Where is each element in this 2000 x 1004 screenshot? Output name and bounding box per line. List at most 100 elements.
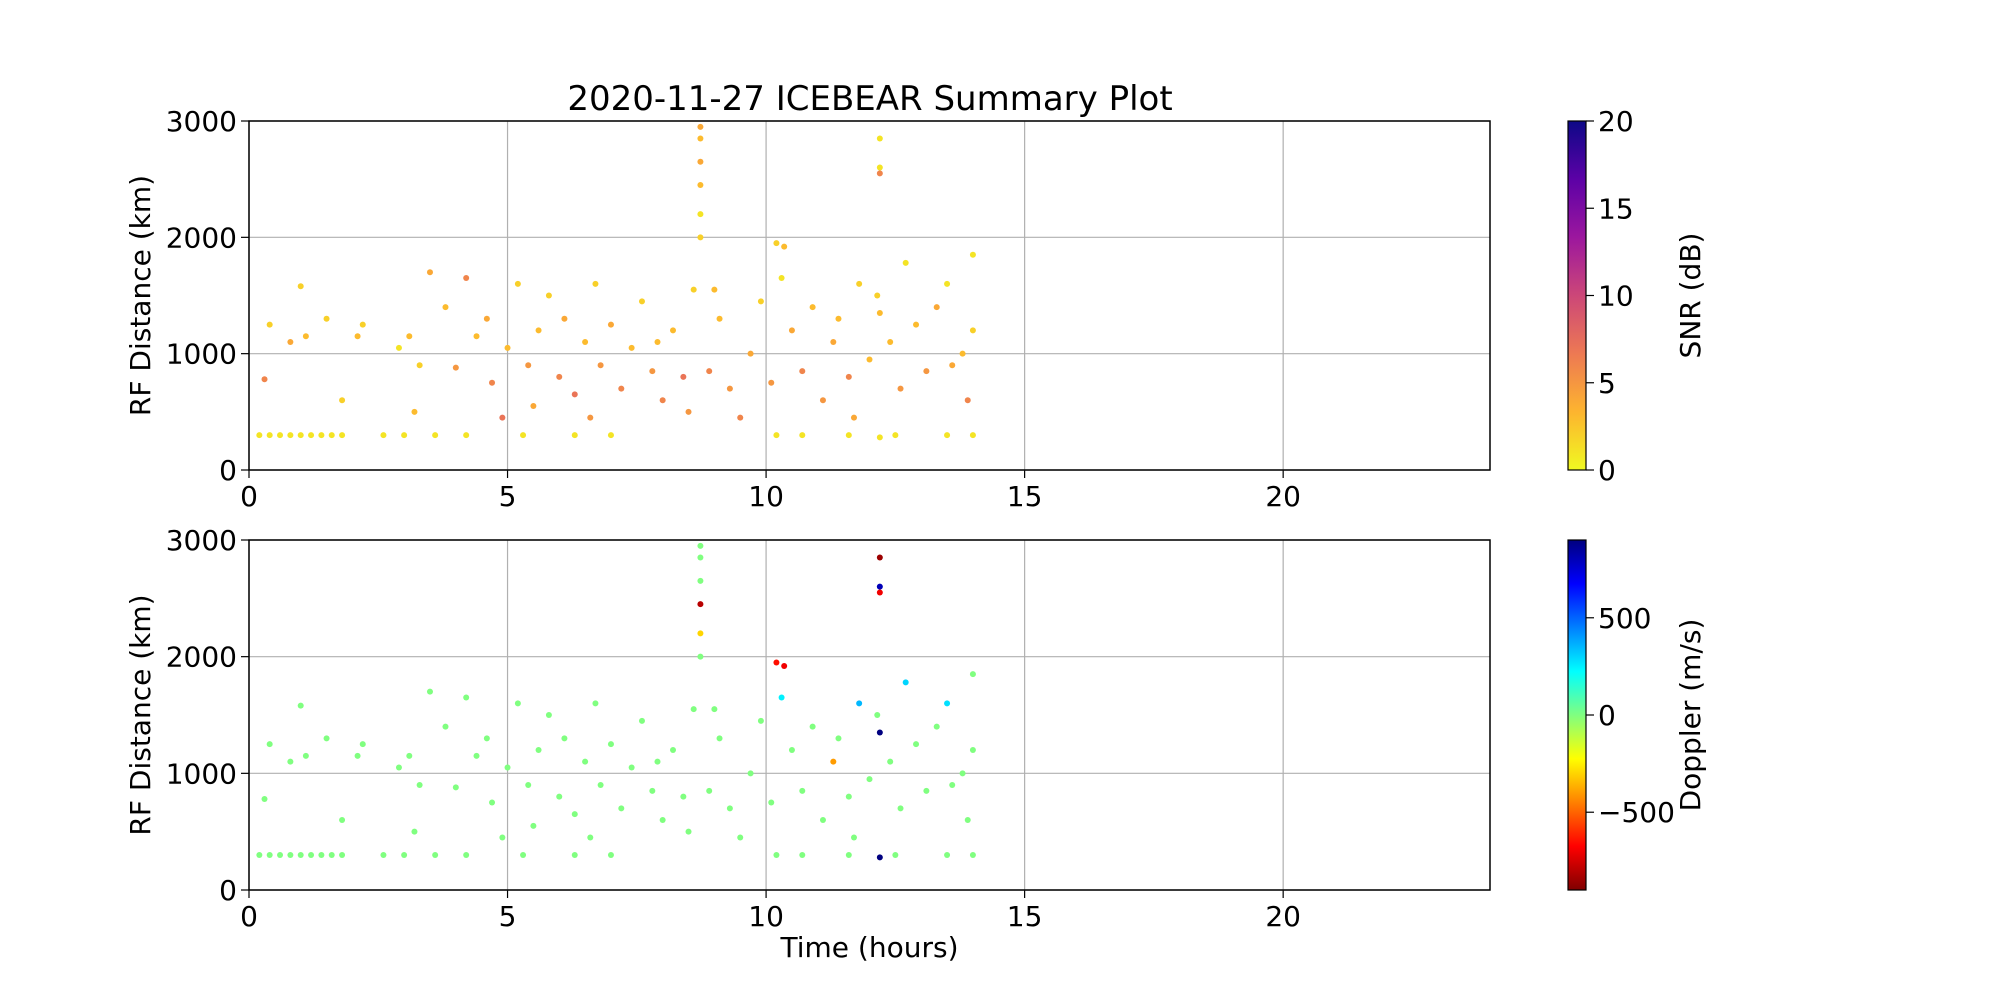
- point: [747, 770, 754, 777]
- point: [499, 414, 506, 421]
- point: [799, 787, 806, 794]
- point: [483, 315, 490, 322]
- point: [597, 362, 604, 369]
- x-tick-label: 0: [240, 900, 258, 933]
- point: [697, 158, 704, 165]
- point: [923, 368, 930, 375]
- point: [328, 432, 335, 439]
- point: [411, 408, 418, 415]
- point: [473, 752, 480, 759]
- point: [876, 164, 883, 171]
- point: [866, 776, 873, 783]
- point: [339, 397, 346, 404]
- point: [525, 362, 532, 369]
- point: [711, 286, 718, 293]
- point: [944, 280, 951, 287]
- y-axis-label: RF Distance (km): [124, 175, 157, 416]
- point: [866, 356, 873, 363]
- point: [757, 298, 764, 305]
- point: [845, 793, 852, 800]
- point: [969, 432, 976, 439]
- point: [923, 787, 930, 794]
- point: [582, 339, 589, 346]
- point: [690, 706, 697, 713]
- point: [685, 828, 692, 835]
- y-tick-label: 2000: [166, 641, 237, 674]
- point: [266, 741, 273, 748]
- point: [359, 741, 366, 748]
- point: [781, 243, 788, 250]
- point: [845, 432, 852, 439]
- point: [395, 764, 402, 771]
- point: [697, 181, 704, 188]
- point: [535, 747, 542, 753]
- point: [969, 327, 976, 334]
- point: [525, 782, 532, 788]
- point: [530, 403, 537, 410]
- point: [944, 852, 951, 858]
- point: [902, 259, 909, 266]
- point: [690, 286, 697, 293]
- point: [799, 852, 806, 858]
- point: [473, 333, 480, 340]
- point: [773, 659, 780, 666]
- point: [670, 327, 677, 334]
- point: [850, 414, 857, 421]
- x-tick-label: 5: [499, 900, 517, 933]
- point: [530, 822, 537, 829]
- point: [778, 694, 785, 701]
- point: [933, 304, 940, 311]
- point: [323, 315, 330, 322]
- point: [913, 741, 920, 748]
- point: [318, 432, 325, 439]
- point: [949, 362, 956, 369]
- point: [406, 752, 413, 759]
- point: [959, 350, 966, 357]
- y-tick-label: 0: [219, 874, 237, 907]
- y-tick-label: 3000: [166, 105, 237, 138]
- point: [354, 333, 361, 340]
- x-tick-label: 15: [1007, 480, 1043, 513]
- point: [638, 717, 645, 724]
- point: [463, 275, 470, 282]
- x-tick-label: 15: [1007, 900, 1043, 933]
- point: [773, 852, 780, 858]
- point: [489, 379, 496, 386]
- x-tick-label: 20: [1265, 480, 1301, 513]
- x-tick-label: 20: [1265, 900, 1301, 933]
- point: [876, 554, 883, 561]
- point: [969, 671, 976, 678]
- point: [659, 817, 666, 823]
- point: [697, 123, 704, 130]
- point: [607, 321, 614, 328]
- point: [757, 717, 764, 724]
- point: [892, 432, 899, 439]
- point: [432, 432, 439, 439]
- point: [944, 432, 951, 439]
- y-tick-label: 1000: [166, 338, 237, 371]
- point: [845, 852, 852, 858]
- point: [432, 852, 439, 858]
- point: [685, 408, 692, 415]
- point: [845, 373, 852, 380]
- colorbar-tick-label: 0: [1598, 454, 1616, 487]
- colorbar: [1567, 539, 1587, 891]
- point: [969, 747, 976, 753]
- point: [892, 852, 899, 858]
- point: [380, 432, 387, 439]
- point: [697, 577, 704, 584]
- point: [876, 589, 883, 596]
- point: [401, 432, 408, 439]
- point: [874, 712, 881, 718]
- point: [887, 758, 894, 765]
- point: [856, 280, 863, 287]
- point: [856, 700, 863, 707]
- plot-area: [249, 540, 1490, 890]
- point: [483, 735, 490, 742]
- point: [711, 706, 718, 713]
- point: [587, 414, 594, 421]
- point: [592, 280, 599, 287]
- point: [556, 373, 563, 380]
- point: [768, 799, 775, 806]
- point: [395, 344, 402, 351]
